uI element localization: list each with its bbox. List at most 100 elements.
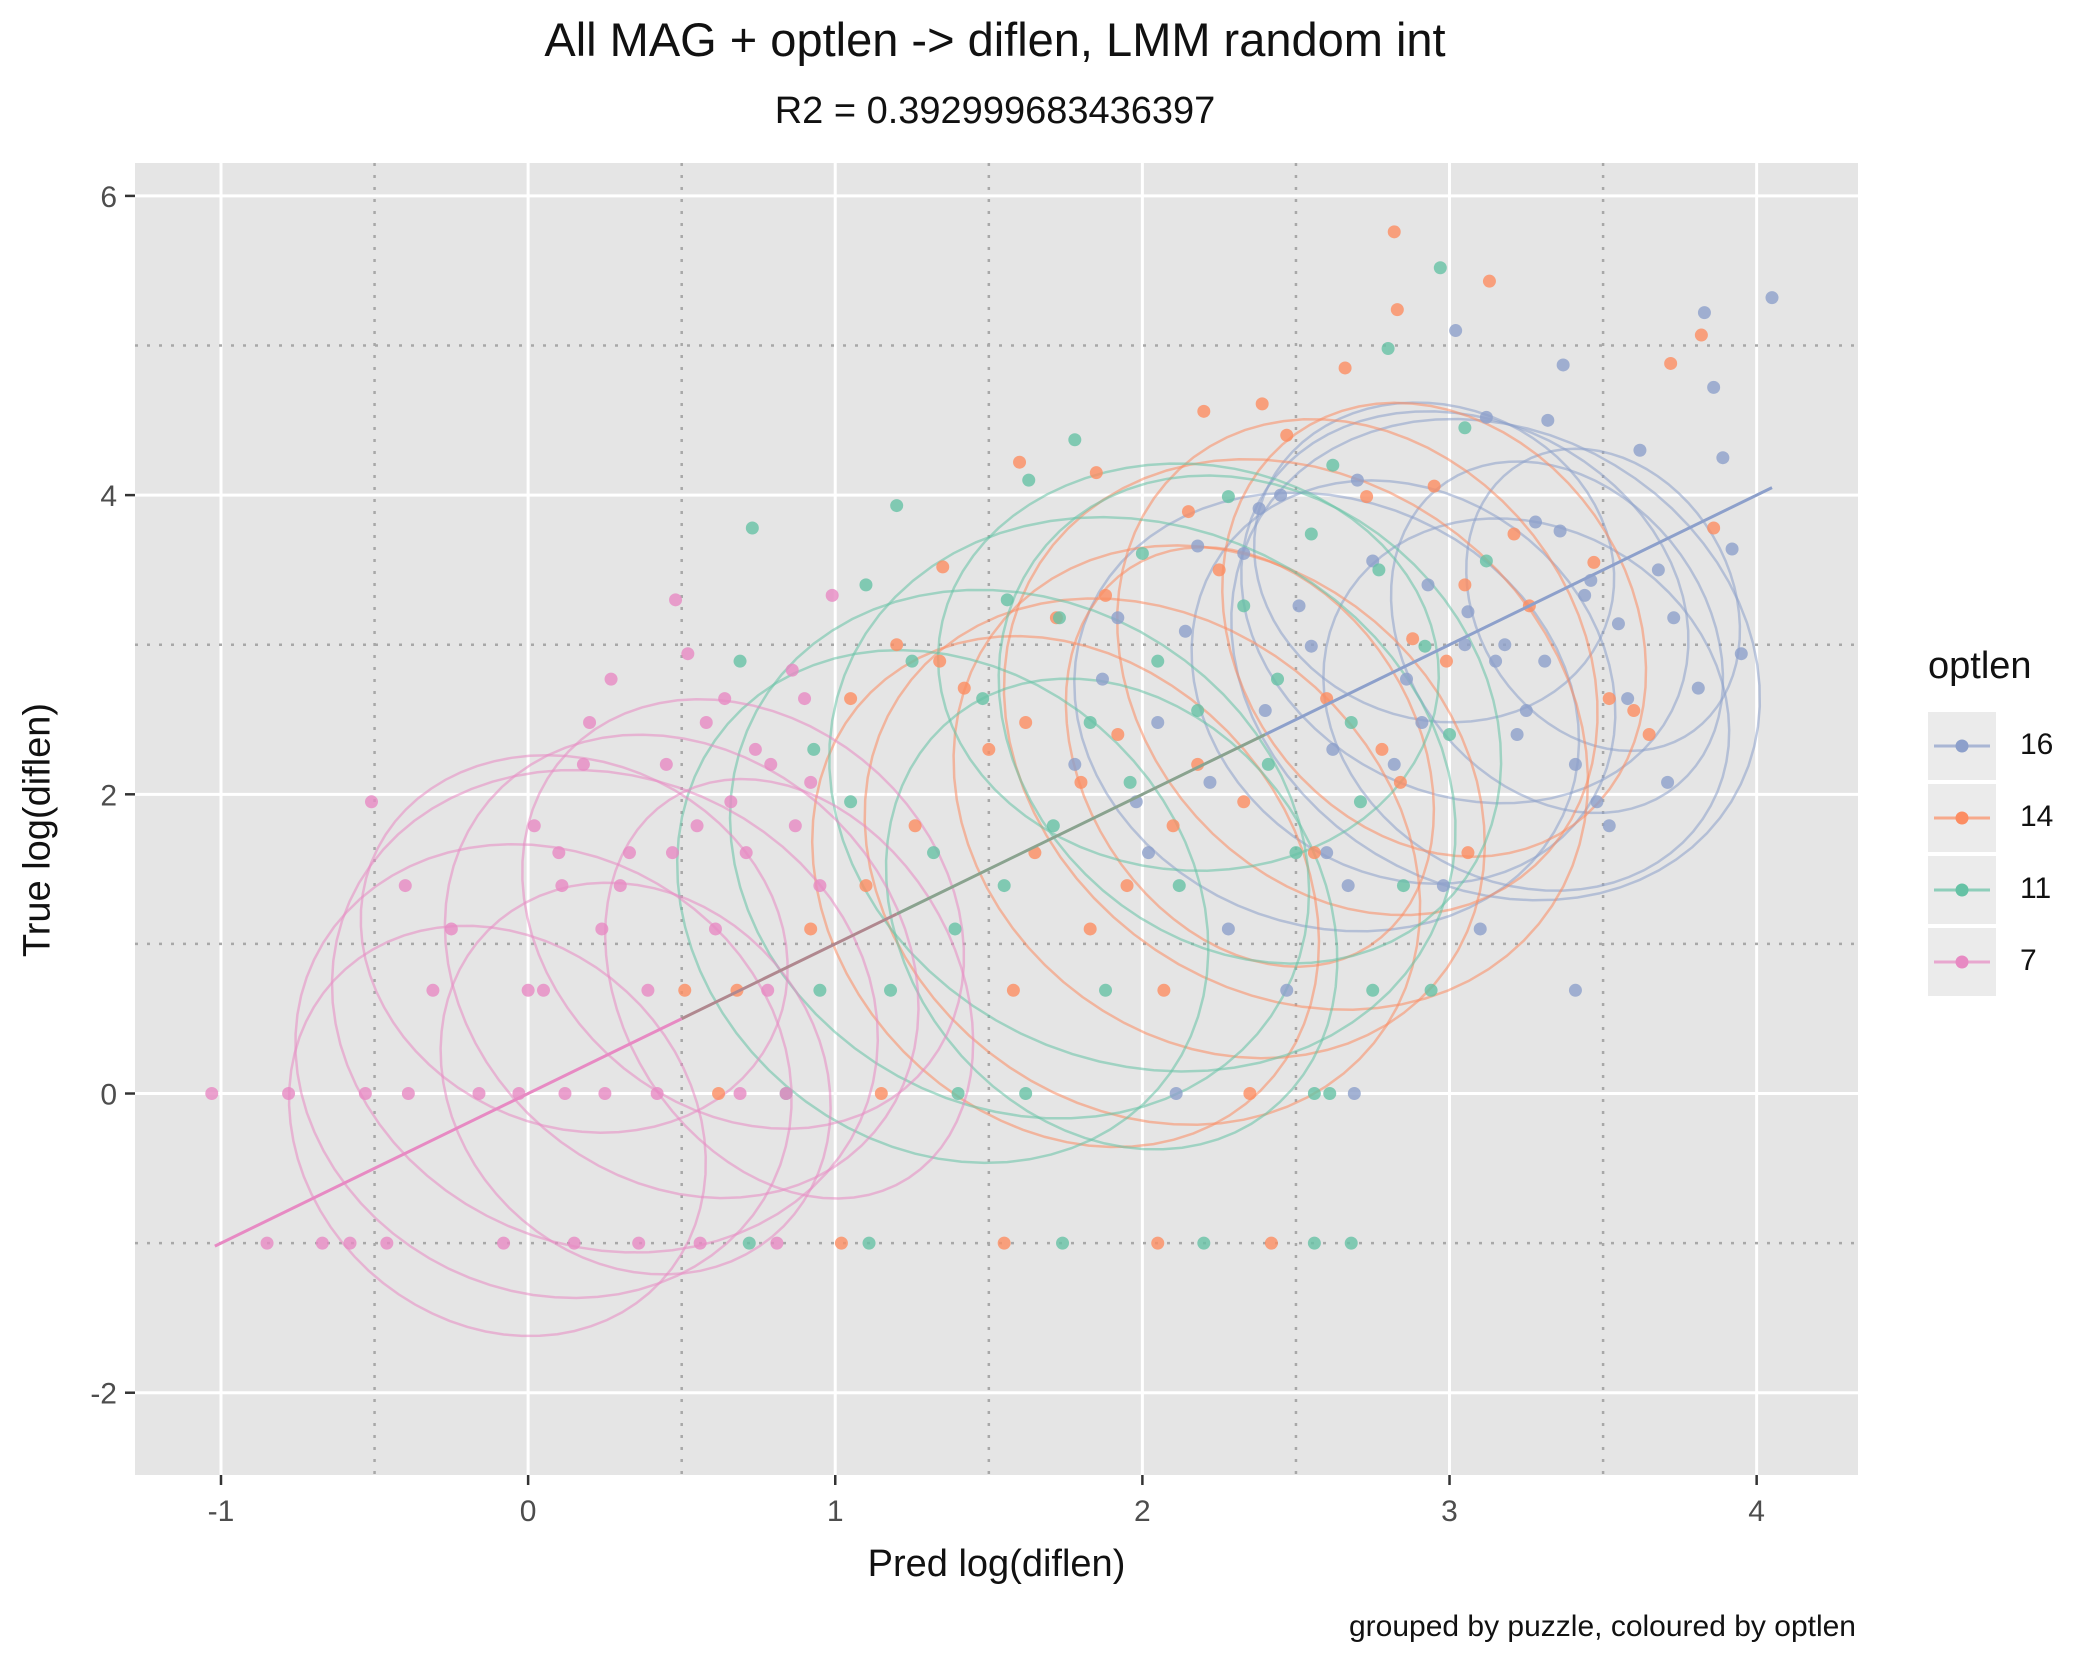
data-point-optlen-14: [1393, 775, 1407, 789]
panel-background: [135, 163, 1858, 1475]
data-point-optlen-14: [678, 983, 692, 997]
data-point-optlen-7: [472, 1087, 486, 1101]
legend-key-11: [1928, 856, 1996, 924]
group-ellipse-14: [863, 597, 1422, 1127]
data-point-optlen-14: [874, 1087, 888, 1101]
data-point-optlen-14: [1280, 428, 1294, 442]
data-point-optlen-11: [1197, 1236, 1211, 1250]
data-point-optlen-7: [552, 846, 566, 860]
data-point-optlen-16: [1458, 638, 1472, 652]
group-ellipse-11: [936, 462, 1441, 872]
data-point-optlen-7: [764, 757, 778, 771]
data-point-optlen-16: [1068, 757, 1082, 771]
legend-label-14: 14: [2020, 800, 2054, 833]
data-point-optlen-16: [1707, 380, 1721, 394]
data-point-optlen-16: [1095, 672, 1109, 686]
data-point-optlen-14: [1406, 632, 1420, 646]
data-point-optlen-14: [804, 922, 818, 936]
data-point-optlen-7: [555, 879, 569, 893]
point-layer: [205, 225, 1779, 1250]
data-point-optlen-11: [1418, 639, 1432, 653]
data-point-optlen-11: [1000, 593, 1014, 607]
data-point-optlen-7: [527, 819, 541, 833]
group-ellipse-7: [603, 777, 975, 1200]
data-point-optlen-7: [748, 742, 762, 756]
data-point-optlen-11: [927, 846, 941, 860]
data-point-optlen-14: [982, 742, 996, 756]
data-point-optlen-11: [1424, 983, 1438, 997]
data-point-optlen-16: [1178, 624, 1192, 638]
x-tick-label: 3: [1441, 1495, 1458, 1528]
group-ellipse-16: [1073, 491, 1581, 933]
legend-label-16: 16: [2020, 728, 2054, 761]
data-point-optlen-11: [1443, 727, 1457, 741]
data-point-optlen-16: [1716, 451, 1730, 465]
legend-key-16: [1928, 712, 1996, 780]
data-point-optlen-7: [798, 692, 812, 706]
x-tick-label: 2: [1134, 1495, 1151, 1528]
group-ellipse-11: [675, 648, 1210, 1165]
data-point-optlen-11: [862, 1236, 876, 1250]
data-point-optlen-14: [1120, 879, 1134, 893]
data-point-optlen-7: [622, 846, 636, 860]
legend-label-7: 7: [2020, 944, 2037, 977]
data-point-optlen-16: [1568, 983, 1582, 997]
data-point-optlen-7: [641, 983, 655, 997]
data-point-optlen-14: [1151, 1236, 1165, 1250]
data-point-optlen-11: [905, 654, 919, 668]
data-point-optlen-11: [1458, 421, 1472, 435]
axes: -1 0 1 2 3 4 -2 0 2 4 6: [90, 181, 1765, 1528]
data-point-optlen-16: [1538, 654, 1552, 668]
data-point-optlen-14: [1360, 490, 1374, 504]
fit-line-segment: [681, 912, 898, 1021]
data-point-optlen-7: [497, 1236, 511, 1250]
data-point-optlen-11: [1479, 554, 1493, 568]
data-point-optlen-11: [1068, 433, 1082, 447]
group-ellipse-7: [330, 768, 880, 1254]
data-point-optlen-14: [844, 692, 858, 706]
data-point-optlen-16: [1473, 922, 1487, 936]
data-point-optlen-14: [1664, 356, 1678, 370]
data-point-optlen-11: [1396, 879, 1410, 893]
data-point-optlen-16: [1568, 757, 1582, 771]
data-point-optlen-11: [807, 742, 821, 756]
group-ellipse-7: [521, 697, 966, 1130]
data-point-optlen-14: [1507, 527, 1521, 541]
data-point-optlen-7: [401, 1087, 415, 1101]
data-point-optlen-14: [936, 560, 950, 574]
data-point-optlen-16: [1725, 542, 1739, 556]
data-point-optlen-16: [1421, 578, 1435, 592]
data-point-optlen-7: [632, 1236, 646, 1250]
data-point-optlen-7: [699, 716, 713, 730]
group-ellipse-7: [443, 733, 920, 1200]
data-point-optlen-11: [1271, 672, 1285, 686]
data-point-optlen-11: [1366, 983, 1380, 997]
data-point-optlen-11: [844, 795, 858, 809]
data-point-optlen-11: [1289, 846, 1303, 860]
data-point-optlen-11: [1022, 473, 1036, 487]
data-point-optlen-11: [1344, 1236, 1358, 1250]
data-point-optlen-14: [1387, 225, 1401, 239]
data-point-optlen-7: [315, 1236, 329, 1250]
group-ellipse-16: [1252, 401, 1616, 724]
data-point-optlen-7: [358, 1087, 372, 1101]
data-point-optlen-7: [779, 1087, 793, 1101]
legend-key-14: [1928, 784, 1996, 852]
group-ellipse-14: [810, 634, 1321, 1149]
legend-swatch-icon: [1934, 739, 1990, 753]
data-point-optlen-11: [1099, 983, 1113, 997]
data-point-optlen-16: [1461, 605, 1475, 619]
data-point-optlen-11: [1019, 1087, 1033, 1101]
data-point-optlen-11: [1304, 527, 1318, 541]
data-point-optlen-16: [1387, 757, 1401, 771]
data-point-optlen-7: [650, 1087, 664, 1101]
data-point-optlen-14: [1083, 922, 1097, 936]
data-point-optlen-16: [1553, 524, 1567, 538]
data-point-optlen-16: [1633, 443, 1647, 457]
data-point-optlen-14: [1427, 479, 1441, 493]
data-point-optlen-16: [1142, 846, 1156, 860]
data-point-optlen-7: [260, 1236, 274, 1250]
data-point-optlen-11: [1381, 342, 1395, 356]
chart-title: All MAG + optlen -> diflen, LMM random i…: [544, 13, 1446, 66]
data-point-optlen-7: [598, 1087, 612, 1101]
